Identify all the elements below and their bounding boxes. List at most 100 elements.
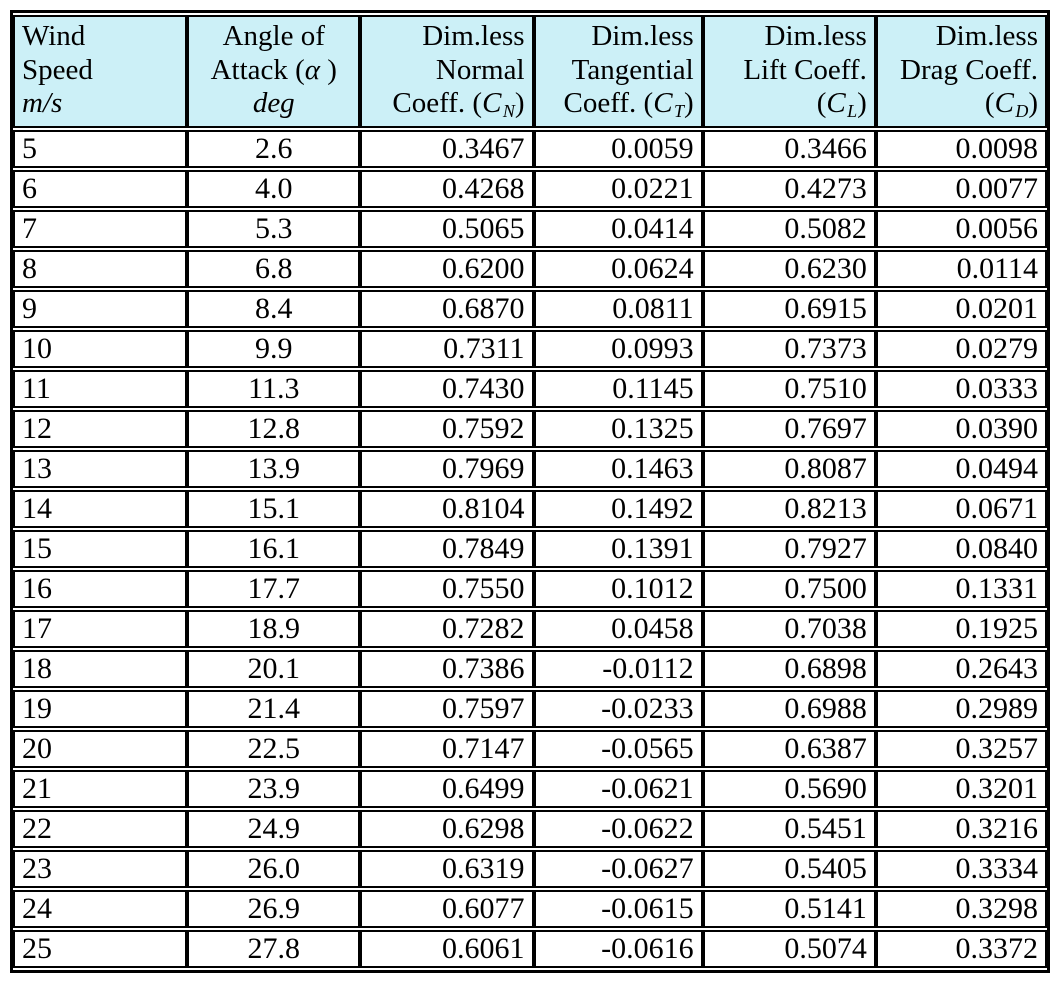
cell-normal-coeff: 0.6319 — [360, 849, 534, 888]
header-line: (CD) — [984, 87, 1038, 121]
header-line: Lift Coeff. — [743, 53, 867, 86]
cell-angle-of-attack: 6.8 — [187, 249, 361, 288]
cell-drag-coeff: 0.1331 — [875, 569, 1047, 608]
cell-wind-speed: 20 — [13, 729, 188, 768]
table-row: 20 22.5 0.7147 -0.0565 0.6387 0.3257 — [13, 729, 1047, 768]
cell-wind-speed: 13 — [13, 449, 188, 488]
header-line: Coeff. (CN) — [392, 87, 525, 121]
cell-tangential-coeff: 0.0811 — [533, 289, 703, 328]
cell-tangential-coeff: -0.0233 — [533, 689, 703, 728]
table-row: 6 4.0 0.4268 0.0221 0.4273 0.0077 — [13, 169, 1047, 208]
header-line: Dim.less — [422, 20, 525, 52]
column-header-normal-coeff: Dim.less Normal Coeff. (CN) — [360, 15, 534, 128]
cell-tangential-coeff: -0.0627 — [533, 849, 703, 888]
table-row: 7 5.3 0.5065 0.0414 0.5082 0.0056 — [13, 209, 1047, 248]
cell-normal-coeff: 0.8104 — [360, 489, 534, 528]
cell-drag-coeff: 0.3334 — [875, 849, 1047, 888]
cell-wind-speed: 17 — [13, 609, 188, 648]
header-line: Dim.less — [591, 20, 694, 52]
cell-lift-coeff: 0.7510 — [702, 369, 876, 408]
table-row: 23 26.0 0.6319 -0.0627 0.5405 0.3334 — [13, 849, 1047, 888]
cell-drag-coeff: 0.3298 — [875, 889, 1047, 928]
cell-angle-of-attack: 12.8 — [187, 409, 361, 448]
cell-normal-coeff: 0.6499 — [360, 769, 534, 808]
cell-tangential-coeff: 0.0993 — [533, 329, 703, 368]
cell-wind-speed: 9 — [13, 289, 188, 328]
coefficients-table: Wind Speed m/s Angle of Attack (α ) deg Dim.le… — [10, 10, 1050, 973]
cell-tangential-coeff: 0.0221 — [533, 169, 703, 208]
table-header: Wind Speed m/s Angle of Attack (α ) deg Dim.le… — [13, 15, 1047, 128]
cell-drag-coeff: 0.0333 — [875, 369, 1047, 408]
table-row: 13 13.9 0.7969 0.1463 0.8087 0.0494 — [13, 449, 1047, 488]
table-body: 5 2.6 0.3467 0.0059 0.3466 0.0098 6 4.0 0.4268 0.… — [13, 129, 1047, 968]
cell-tangential-coeff: -0.0622 — [533, 809, 703, 848]
cell-normal-coeff: 0.7849 — [360, 529, 534, 568]
cell-lift-coeff: 0.6988 — [702, 689, 876, 728]
table-row: 25 27.8 0.6061 -0.0616 0.5074 0.3372 — [13, 929, 1047, 968]
cell-drag-coeff: 0.0840 — [875, 529, 1047, 568]
cell-lift-coeff: 0.6915 — [702, 289, 876, 328]
cell-tangential-coeff: 0.0458 — [533, 609, 703, 648]
header-line: deg — [252, 87, 295, 120]
cell-drag-coeff: 0.3372 — [875, 929, 1047, 968]
cell-angle-of-attack: 13.9 — [187, 449, 361, 488]
cell-wind-speed: 24 — [13, 889, 188, 928]
cell-angle-of-attack: 16.1 — [187, 529, 361, 568]
cell-drag-coeff: 0.3216 — [875, 809, 1047, 848]
cell-wind-speed: 18 — [13, 649, 188, 688]
header-line: Drag Coeff. — [900, 53, 1038, 86]
cell-normal-coeff: 0.7550 — [360, 569, 534, 608]
cell-lift-coeff: 0.7373 — [702, 329, 876, 368]
header-line: Speed — [22, 53, 93, 86]
table-row: 8 6.8 0.6200 0.0624 0.6230 0.0114 — [13, 249, 1047, 288]
header-line: Normal — [435, 53, 525, 86]
table-row: 24 26.9 0.6077 -0.0615 0.5141 0.3298 — [13, 889, 1047, 928]
cell-drag-coeff: 0.0098 — [875, 129, 1047, 168]
cell-drag-coeff: 0.0671 — [875, 489, 1047, 528]
table-row: 12 12.8 0.7592 0.1325 0.7697 0.0390 — [13, 409, 1047, 448]
cell-lift-coeff: 0.7697 — [702, 409, 876, 448]
cell-angle-of-attack: 8.4 — [187, 289, 361, 328]
cell-angle-of-attack: 2.6 — [187, 129, 361, 168]
table-row: 15 16.1 0.7849 0.1391 0.7927 0.0840 — [13, 529, 1047, 568]
table-row: 9 8.4 0.6870 0.0811 0.6915 0.0201 — [13, 289, 1047, 328]
cell-lift-coeff: 0.8087 — [702, 449, 876, 488]
cell-drag-coeff: 0.0201 — [875, 289, 1047, 328]
cell-tangential-coeff: 0.1012 — [533, 569, 703, 608]
column-header-lift-coeff: Dim.less Lift Coeff. (CL) — [702, 15, 876, 128]
cell-normal-coeff: 0.7311 — [360, 329, 534, 368]
cell-wind-speed: 15 — [13, 529, 188, 568]
cell-lift-coeff: 0.4273 — [702, 169, 876, 208]
table-row: 5 2.6 0.3467 0.0059 0.3466 0.0098 — [13, 129, 1047, 168]
cell-wind-speed: 16 — [13, 569, 188, 608]
cell-normal-coeff: 0.6061 — [360, 929, 534, 968]
cell-wind-speed: 5 — [13, 129, 188, 168]
table-row: 18 20.1 0.7386 -0.0112 0.6898 0.2643 — [13, 649, 1047, 688]
cell-lift-coeff: 0.6230 — [702, 249, 876, 288]
cell-angle-of-attack: 15.1 — [187, 489, 361, 528]
cell-angle-of-attack: 20.1 — [187, 649, 361, 688]
cell-angle-of-attack: 22.5 — [187, 729, 361, 768]
header-line: Dim.less — [935, 20, 1038, 52]
cell-wind-speed: 10 — [13, 329, 188, 368]
table-row: 21 23.9 0.6499 -0.0621 0.5690 0.3201 — [13, 769, 1047, 808]
header-line: Dim.less — [764, 20, 867, 52]
cell-tangential-coeff: 0.0624 — [533, 249, 703, 288]
header-line: Attack (α ) — [210, 53, 337, 86]
header-line: m/s — [22, 87, 63, 120]
cell-lift-coeff: 0.5082 — [702, 209, 876, 248]
cell-angle-of-attack: 18.9 — [187, 609, 361, 648]
cell-normal-coeff: 0.7147 — [360, 729, 534, 768]
table-row: 17 18.9 0.7282 0.0458 0.7038 0.1925 — [13, 609, 1047, 648]
column-header-wind-speed: Wind Speed m/s — [13, 15, 188, 128]
cell-wind-speed: 12 — [13, 409, 188, 448]
table-row: 16 17.7 0.7550 0.1012 0.7500 0.1331 — [13, 569, 1047, 608]
cell-normal-coeff: 0.7969 — [360, 449, 534, 488]
cell-wind-speed: 19 — [13, 689, 188, 728]
table-row: 14 15.1 0.8104 0.1492 0.8213 0.0671 — [13, 489, 1047, 528]
cell-angle-of-attack: 23.9 — [187, 769, 361, 808]
cell-tangential-coeff: 0.1325 — [533, 409, 703, 448]
cell-lift-coeff: 0.6898 — [702, 649, 876, 688]
cell-wind-speed: 11 — [13, 369, 188, 408]
header-line: Tangential — [571, 53, 694, 86]
